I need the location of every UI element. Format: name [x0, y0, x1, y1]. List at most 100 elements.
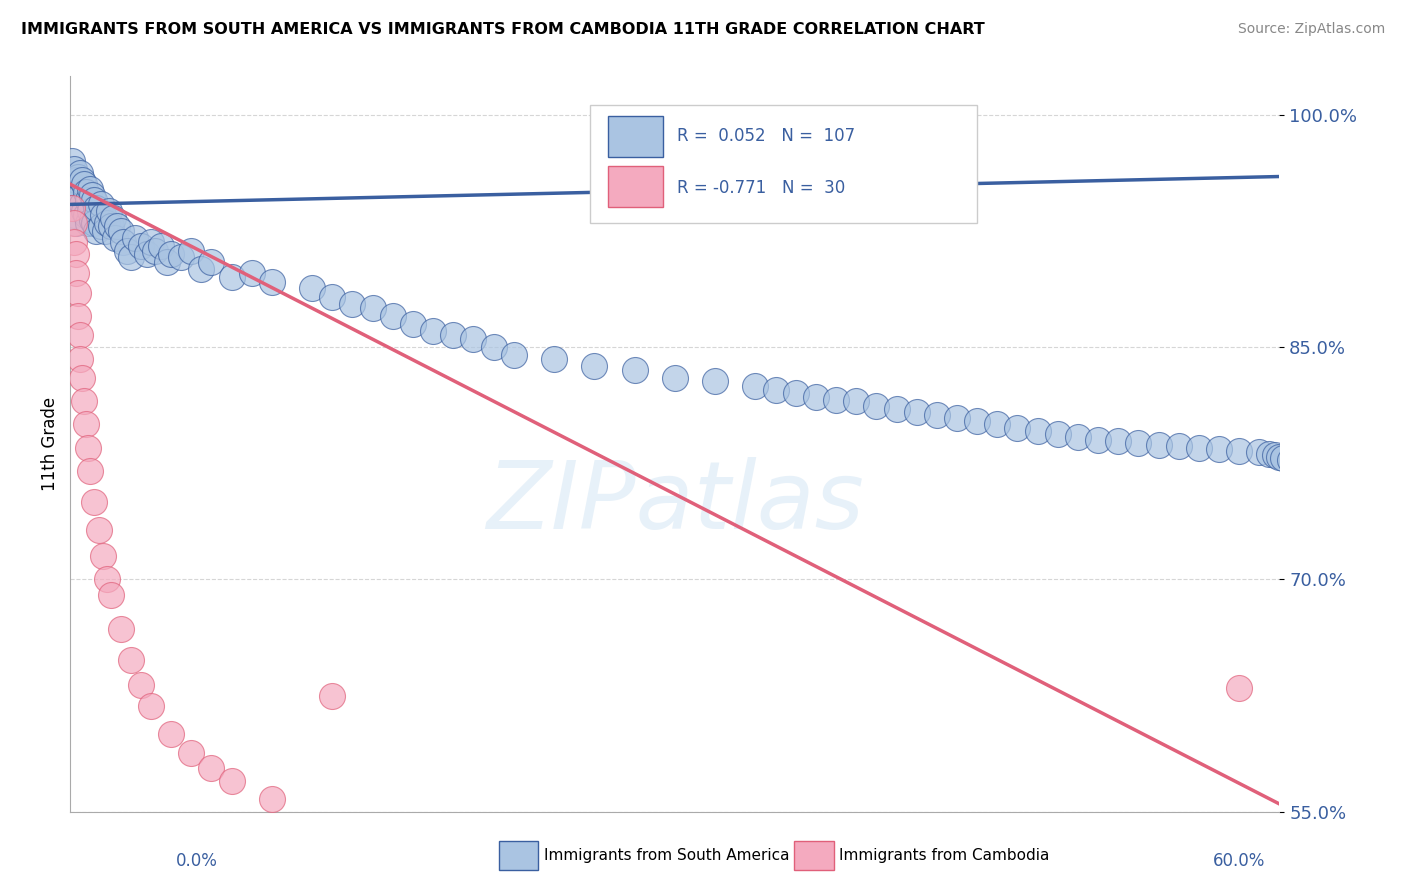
Point — [845, 394, 868, 409]
Point — [96, 216, 118, 230]
FancyBboxPatch shape — [609, 166, 662, 207]
Point — [75, 417, 97, 432]
Point — [73, 178, 96, 192]
FancyBboxPatch shape — [591, 105, 977, 223]
Point — [100, 588, 122, 602]
Point — [69, 327, 91, 342]
Point — [180, 244, 202, 258]
Y-axis label: 11th Grade: 11th Grade — [41, 397, 59, 491]
Point — [115, 244, 138, 258]
Point — [60, 178, 83, 192]
Point — [63, 235, 86, 249]
Text: R = -0.771   N =  30: R = -0.771 N = 30 — [678, 178, 845, 196]
Point — [73, 394, 96, 409]
Point — [260, 275, 283, 289]
Point — [463, 332, 485, 346]
Point — [96, 572, 118, 586]
Point — [986, 417, 1008, 432]
Point — [1249, 445, 1271, 459]
Point — [120, 653, 142, 667]
Point — [1167, 439, 1189, 453]
Point — [1278, 453, 1301, 467]
Point — [75, 208, 97, 222]
Point — [865, 399, 887, 413]
Point — [73, 203, 96, 218]
Point — [240, 266, 263, 280]
Point — [77, 193, 100, 207]
Point — [156, 254, 179, 268]
Point — [79, 182, 101, 196]
Point — [67, 169, 90, 184]
Point — [77, 441, 100, 455]
Point — [1208, 442, 1230, 457]
Point — [190, 262, 212, 277]
Point — [1227, 443, 1250, 458]
Point — [966, 414, 988, 428]
Point — [1258, 447, 1281, 461]
Point — [63, 185, 86, 199]
Point — [87, 523, 110, 537]
Point — [82, 213, 104, 227]
Point — [60, 154, 83, 169]
Point — [1046, 426, 1069, 441]
Point — [67, 285, 90, 300]
Point — [143, 244, 166, 258]
Point — [82, 188, 104, 202]
Point — [905, 405, 928, 419]
Point — [110, 622, 132, 636]
Point — [63, 161, 86, 176]
Point — [79, 203, 101, 218]
Point — [135, 247, 157, 261]
Point — [1067, 430, 1090, 444]
Point — [825, 392, 848, 407]
Text: 60.0%: 60.0% — [1213, 852, 1265, 870]
Point — [260, 792, 283, 806]
Point — [342, 296, 364, 310]
Point — [502, 348, 524, 362]
Point — [170, 250, 193, 264]
Point — [543, 352, 565, 367]
Point — [160, 247, 183, 261]
FancyBboxPatch shape — [609, 116, 662, 157]
Point — [97, 203, 120, 218]
Point — [65, 216, 87, 230]
Point — [60, 201, 83, 215]
Point — [1288, 454, 1310, 468]
Point — [69, 188, 91, 202]
Point — [79, 464, 101, 478]
Point — [65, 172, 87, 186]
Point — [67, 309, 90, 323]
Point — [886, 401, 908, 416]
Point — [482, 340, 505, 354]
Point — [72, 172, 94, 186]
Text: IMMIGRANTS FROM SOUTH AMERICA VS IMMIGRANTS FROM CAMBODIA 11TH GRADE CORRELATION: IMMIGRANTS FROM SOUTH AMERICA VS IMMIGRA… — [21, 22, 984, 37]
Point — [93, 224, 115, 238]
Point — [361, 301, 384, 316]
Point — [664, 371, 686, 385]
Point — [101, 211, 124, 226]
Point — [150, 239, 173, 253]
Point — [804, 390, 827, 404]
Point — [402, 317, 425, 331]
Point — [110, 224, 132, 238]
Point — [381, 309, 404, 323]
Point — [422, 325, 444, 339]
Point — [83, 495, 105, 509]
Point — [1107, 434, 1129, 449]
Point — [765, 384, 787, 398]
Point — [86, 224, 108, 238]
Point — [744, 378, 766, 392]
Text: Immigrants from Cambodia: Immigrants from Cambodia — [839, 848, 1050, 863]
Point — [91, 208, 114, 222]
Text: 0.0%: 0.0% — [176, 852, 218, 870]
Point — [86, 201, 108, 215]
Point — [90, 197, 111, 211]
Point — [65, 193, 87, 207]
Point — [100, 219, 122, 233]
Point — [441, 327, 464, 342]
Point — [63, 216, 86, 230]
Point — [1272, 451, 1295, 466]
Text: Source: ZipAtlas.com: Source: ZipAtlas.com — [1237, 22, 1385, 37]
Point — [200, 254, 222, 268]
Point — [1292, 456, 1315, 470]
